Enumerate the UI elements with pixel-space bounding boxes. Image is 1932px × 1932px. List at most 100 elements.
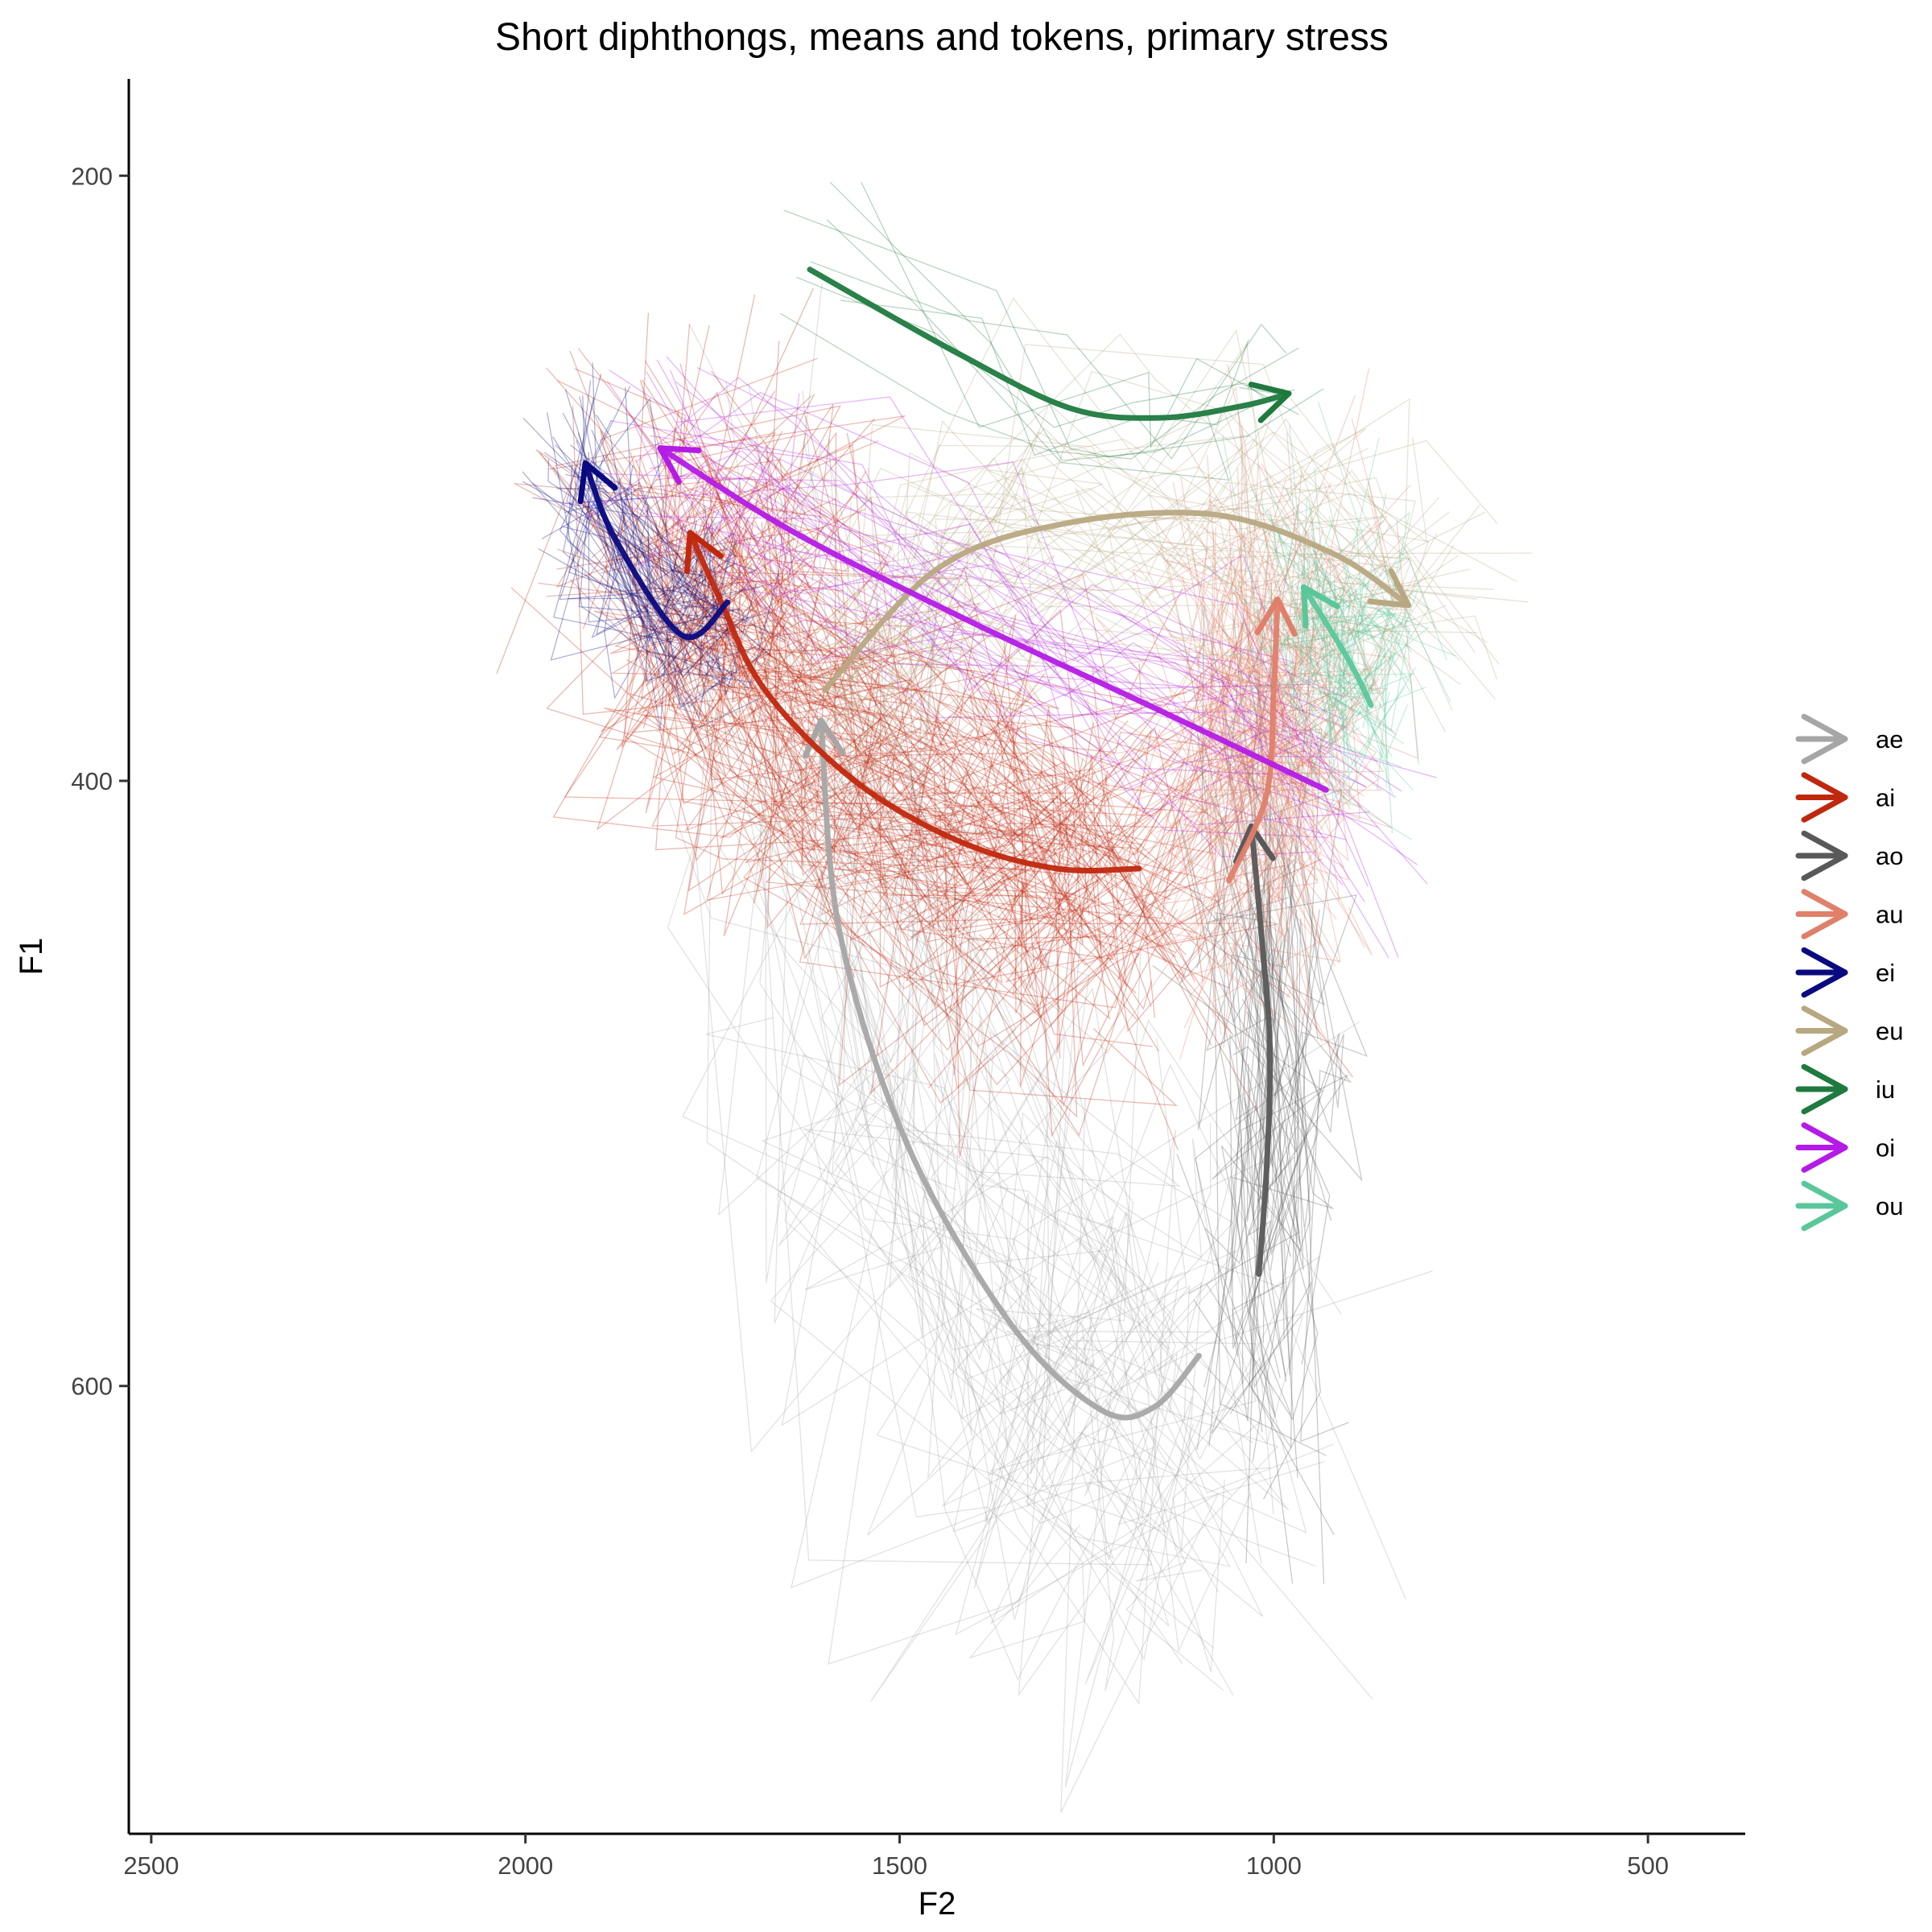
token-trace-ae [695,600,1271,1488]
token-trace-ou [1264,477,1409,760]
token-trace-ae [908,838,1146,1507]
token-trace-ou [1314,467,1334,802]
token-trace-ou [1347,527,1370,798]
token-trace-au [1186,637,1305,1033]
token-trace-ei [552,436,713,612]
legend: ae ai ao au ei eu iu oi ou [1795,713,1903,1232]
token-trace-ei [532,497,727,616]
token-trace-ei [617,554,770,645]
token-trace-eu [848,506,1437,737]
token-trace-ai [662,464,1208,887]
token-trace-eu [757,370,1382,762]
legend-item-iu: iu [1795,1063,1895,1115]
token-trace-ai [714,583,1206,981]
token-trace-iu [780,312,1299,460]
token-trace-ai [593,610,1115,960]
token-trace-ai [538,582,1109,1087]
token-trace-ai [638,625,1152,1051]
token-trace-ou [1259,602,1368,700]
token-trace-ei [584,487,727,688]
token-trace-au [1236,712,1294,938]
token-trace-ai [634,459,1212,1046]
legend-label: au [1876,901,1903,929]
token-trace-ei [588,452,722,623]
token-trace-ei [618,482,758,573]
token-trace-ai [710,535,1100,974]
token-trace-ou [1280,692,1384,711]
token-trace-ae [854,468,1141,1368]
token-trace-ai [610,506,1152,818]
token-trace-ei [625,387,704,609]
token-trace-ae [718,283,1274,1447]
token-trace-ae [798,881,1187,1436]
token-trace-ai [628,324,1183,854]
token-trace-ou [1342,511,1411,729]
token-trace-ai [582,476,1177,953]
token-trace-au [1144,518,1373,956]
mean-path-oi [657,445,1329,793]
token-trace-ou [1312,617,1372,705]
token-trace-ai [627,412,1266,903]
token-trace-eu [756,434,1477,868]
token-trace-ou [1330,627,1429,708]
token-trace-ei [568,532,735,626]
token-trace-ai [655,459,1034,837]
token-trace-ai [653,394,1051,906]
token-trace-ai [649,432,1178,1106]
token-trace-ao [1230,616,1315,1389]
token-trace-ae [832,900,1264,1617]
token-trace-eu [836,448,1368,759]
token-trace-ei [568,454,761,607]
token-trace-ai [737,648,1239,1027]
token-trace-ao [1197,598,1285,1340]
token-trace-au [1142,661,1356,940]
token-trace-ae [705,1017,1257,1560]
token-trace-iu [826,219,1295,481]
token-trace-au [1183,571,1282,953]
token-trace-ao [1201,605,1307,1435]
token-trace-au [1228,518,1321,1026]
token-trace-ae [889,631,1225,1673]
token-trace-oi [609,369,1253,714]
token-trace-ae [681,601,1203,1582]
token-trace-ao [1208,554,1325,1447]
token-trace-ai [645,294,1228,1089]
token-trace-ai [584,559,1084,945]
token-trace-eu [904,418,1480,685]
token-trace-au [1257,586,1345,903]
token-trace-oi [606,381,1370,826]
token-trace-ao [1224,719,1368,1584]
token-trace-au [1277,418,1402,964]
token-trace-ai [555,455,1178,1137]
token-trace-au [1140,627,1253,852]
legend-item-ae: ae [1795,713,1903,765]
token-trace-ai [613,539,1111,1020]
token-trace-ei [552,466,709,634]
token-trace-au [1169,642,1318,901]
token-trace-au [1196,539,1315,916]
token-trace-ao [1241,873,1348,1385]
legend-label: iu [1876,1075,1895,1104]
token-trace-ai [604,595,1084,925]
token-trace-ai [630,432,1052,932]
token-trace-au [1162,529,1354,716]
token-trace-ei [578,498,729,619]
legend-key-arrow [1801,947,1848,998]
token-trace-ei [579,485,720,643]
token-trace-ai [574,481,1078,1118]
token-trace-ao [1254,909,1320,1262]
token-trace-ou [1272,541,1402,768]
token-trace-ou [1249,486,1391,713]
token-trace-ao [1179,858,1298,1479]
token-trace-ai [695,560,1240,996]
token-trace-au [1293,576,1310,1009]
token-trace-au [1181,690,1352,1036]
mean-arrowhead-ao [1232,823,1276,865]
token-trace-au [1224,545,1388,805]
token-trace-au [1242,608,1348,818]
token-trace-ai [711,370,1129,855]
token-trace-oi [667,484,1327,755]
token-trace-ai [557,492,1167,964]
x-tick-label: 2000 [497,1852,553,1880]
token-trace-ae [876,761,1167,1534]
